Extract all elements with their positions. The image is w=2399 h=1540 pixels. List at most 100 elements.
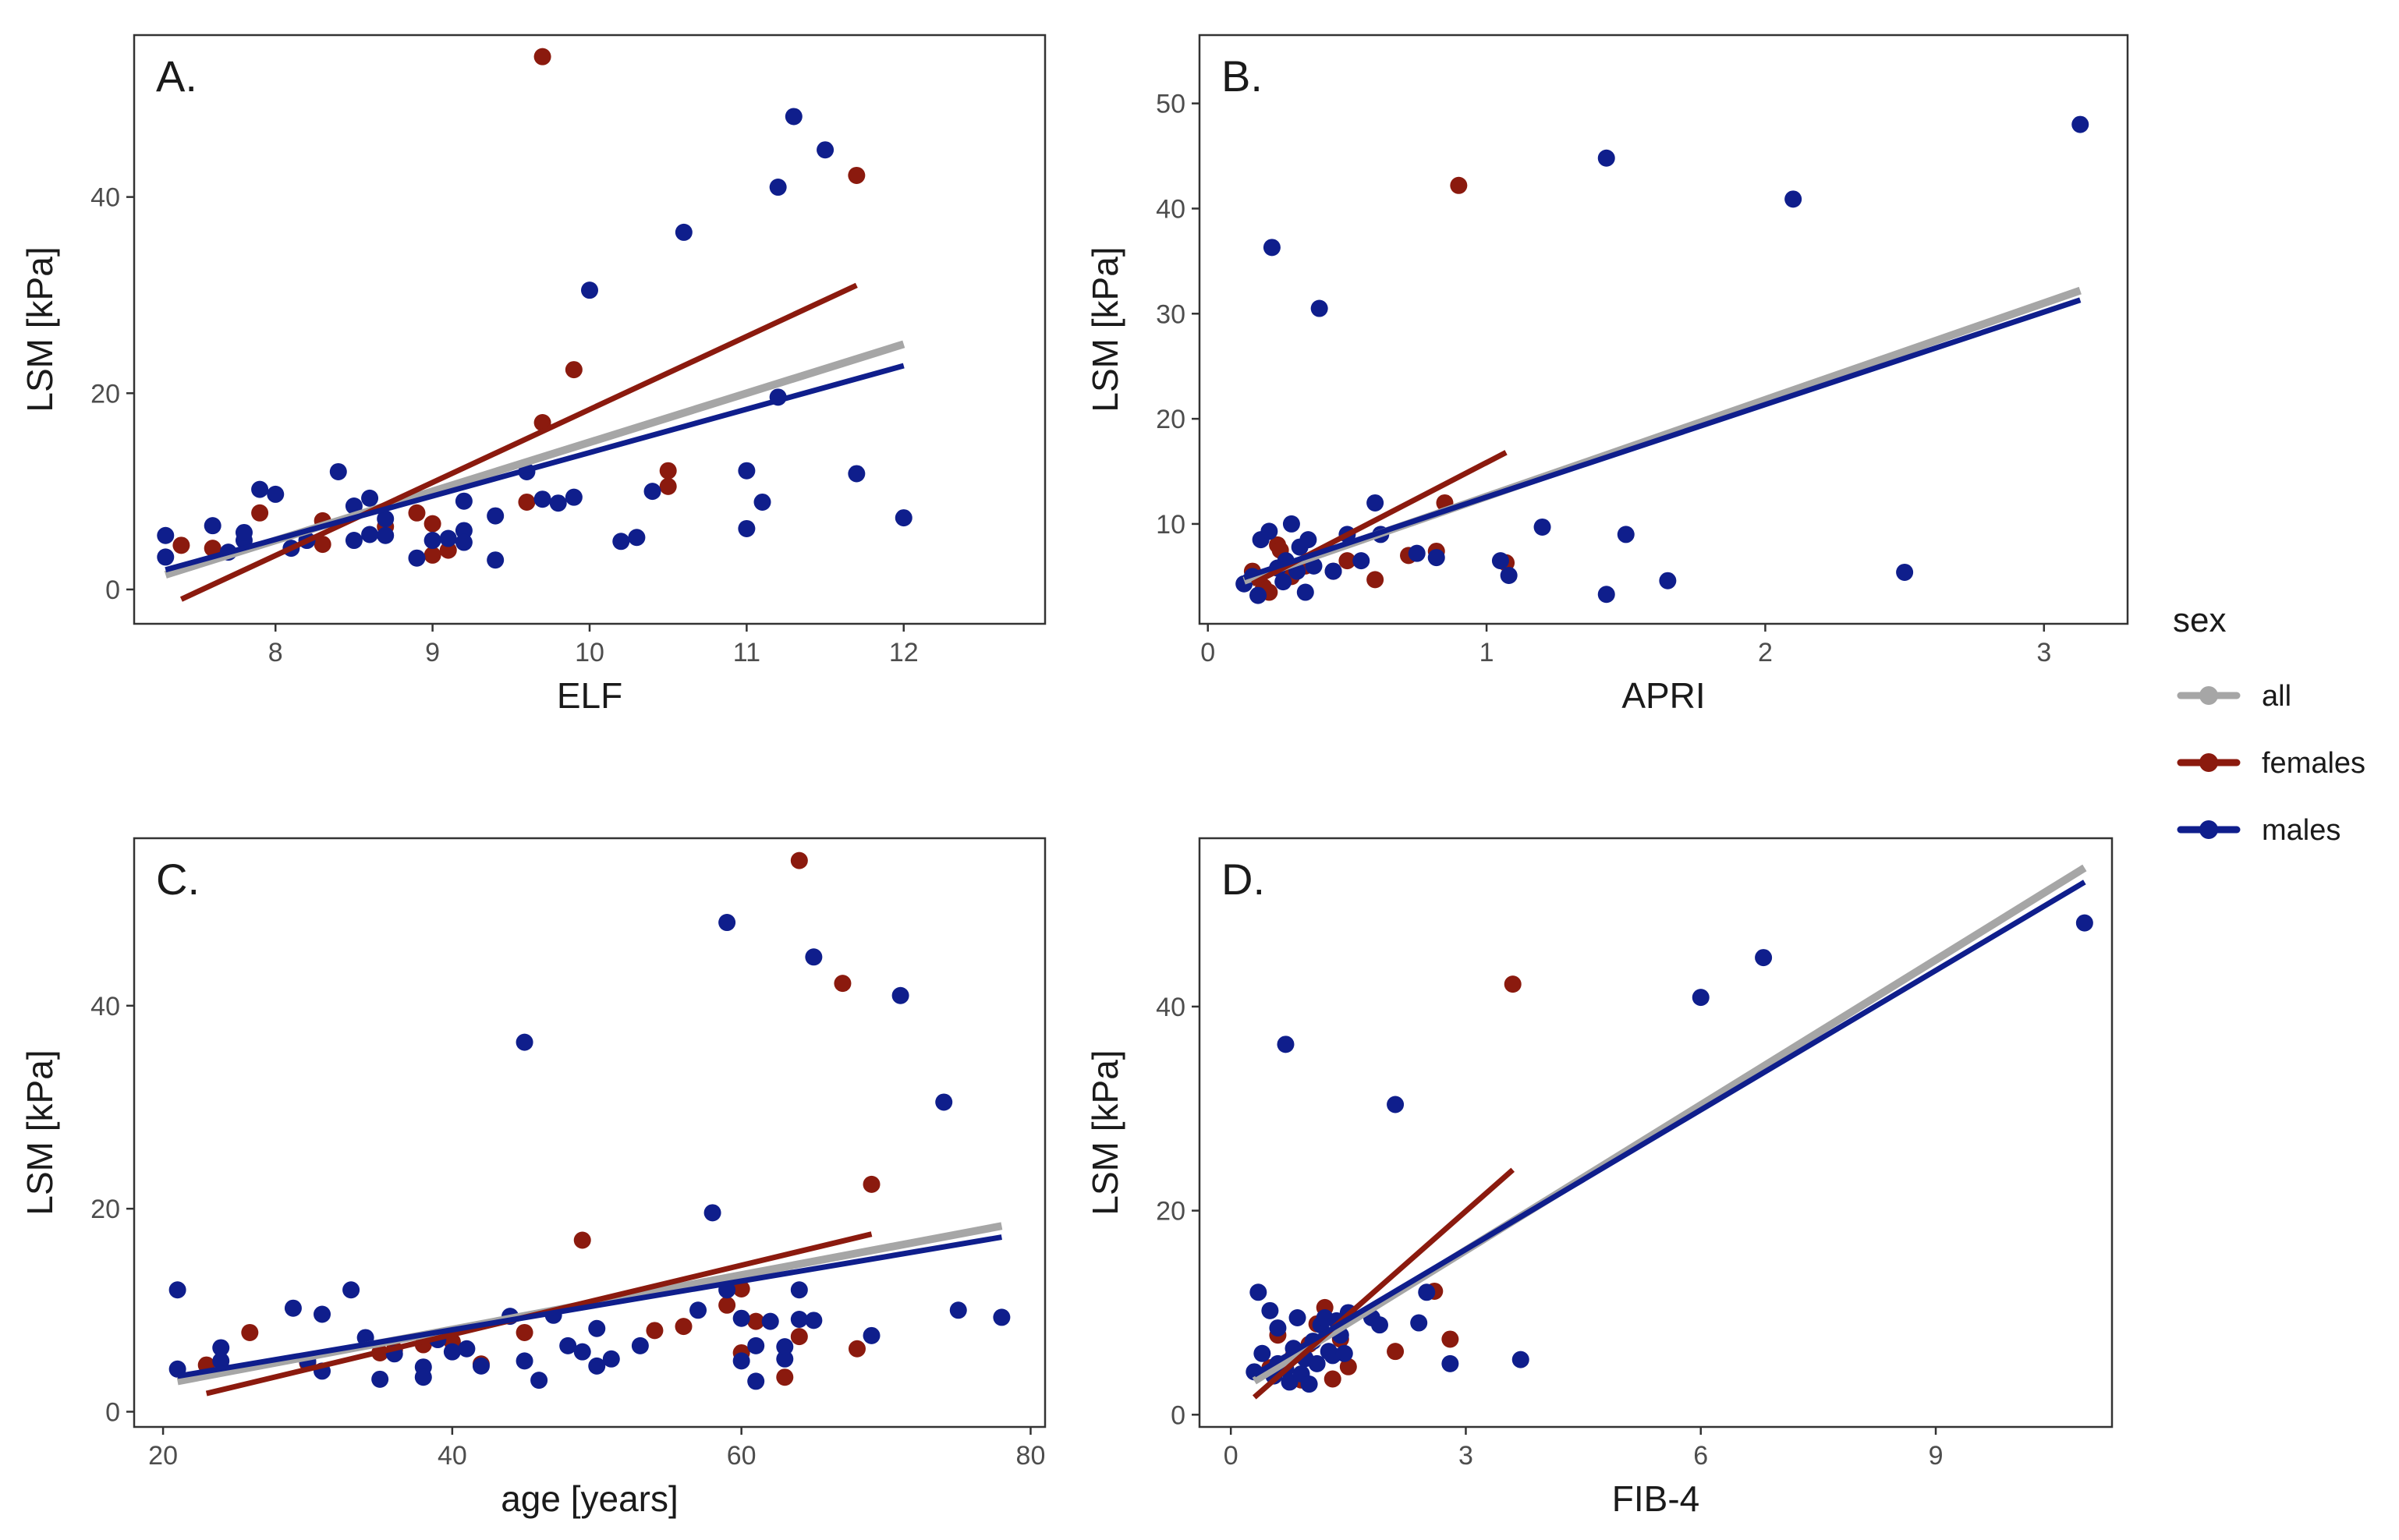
data-point-males <box>848 465 866 483</box>
data-point-males <box>1260 522 1278 540</box>
panel-b: 0 1 2 3 10 20 30 40 50 APRI LSM [kPa] B. <box>1085 34 2129 716</box>
y-tick-label: 0 <box>105 1397 120 1427</box>
data-point-males <box>1261 1301 1279 1319</box>
data-point-males <box>1597 149 1615 167</box>
x-tick-label: 9 <box>425 638 440 667</box>
data-point-males <box>1617 526 1635 543</box>
data-point-females <box>790 1328 808 1346</box>
data-point-males <box>1335 1344 1353 1362</box>
y-axis-title: LSM [kPa] <box>1085 1050 1125 1215</box>
data-point-males <box>314 1305 331 1323</box>
x-tick-label: 80 <box>1016 1441 1046 1471</box>
data-point-males <box>1249 586 1267 604</box>
y-tick-label: 10 <box>1156 510 1185 540</box>
data-point-males <box>1511 1351 1529 1368</box>
data-point-females <box>747 1312 765 1330</box>
data-point-males <box>1500 566 1518 584</box>
data-point-males <box>455 492 473 510</box>
data-point-males <box>1277 1036 1295 1053</box>
data-point-males <box>588 1319 606 1337</box>
y-tick-label: 20 <box>90 1195 120 1224</box>
panel-tag: A. <box>156 51 197 101</box>
legend-title: sex <box>2173 601 2226 639</box>
data-point-females <box>516 1323 533 1341</box>
data-point-males <box>377 510 395 528</box>
data-point-males <box>891 986 909 1004</box>
data-point-males <box>1352 552 1370 570</box>
data-point-males <box>612 533 630 551</box>
legend-label-all: all <box>2262 680 2291 713</box>
data-point-males <box>1370 1316 1388 1334</box>
data-point-males <box>533 490 551 508</box>
x-tick-label: 20 <box>148 1441 178 1471</box>
data-point-males <box>408 549 426 567</box>
x-axis-title: ELF <box>557 675 622 716</box>
data-point-males <box>345 497 363 515</box>
data-point-females <box>439 541 457 559</box>
data-point-males <box>790 1311 808 1329</box>
data-point-males <box>1692 989 1710 1007</box>
y-tick-label: 40 <box>1156 993 1185 1022</box>
data-point-males <box>703 1204 721 1222</box>
fit-line-females <box>1252 1167 1515 1400</box>
data-point-males <box>251 480 269 498</box>
panel-tag: D. <box>1221 855 1265 904</box>
x-axis-title: age [years] <box>501 1478 679 1519</box>
data-point-females <box>533 48 551 65</box>
x-tick-label: 10 <box>575 638 604 667</box>
panel-tag: B. <box>1221 51 1263 101</box>
legend-item-males: males <box>2177 814 2341 847</box>
fit-line-males <box>165 363 905 573</box>
data-point-females <box>251 504 269 522</box>
data-point-females <box>314 536 331 554</box>
data-point-males <box>1387 1096 1405 1113</box>
y-tick-label: 0 <box>105 575 120 605</box>
data-point-males <box>689 1301 707 1319</box>
data-point-males <box>776 1350 794 1368</box>
data-point-males <box>1597 586 1615 604</box>
legend-key-point <box>2199 686 2218 705</box>
x-tick-label: 6 <box>1693 1441 1708 1471</box>
data-point-females <box>646 1322 664 1340</box>
data-point-males <box>1784 190 1802 208</box>
legend: sex all females males <box>2173 601 2365 847</box>
data-point-males <box>2071 115 2089 133</box>
data-point-males <box>1896 563 1914 581</box>
data-point-females <box>1366 571 1384 589</box>
data-point-males <box>643 483 661 501</box>
data-point-males <box>1418 1283 1436 1301</box>
data-point-males <box>732 1309 750 1327</box>
fit-line-males <box>1253 880 2086 1378</box>
data-point-males <box>588 1357 606 1375</box>
data-point-males <box>559 1336 577 1354</box>
data-point-females <box>834 975 852 993</box>
data-point-males <box>168 1281 186 1299</box>
y-tick-label: 20 <box>1156 1197 1185 1227</box>
data-point-males <box>1249 1283 1267 1301</box>
data-point-males <box>732 1352 750 1370</box>
panel-c: 20 40 60 80 0 20 40 age [years] LSM [kPa] C. <box>19 837 1047 1519</box>
data-point-males <box>1408 544 1426 562</box>
fit-line-males <box>177 1234 1002 1379</box>
data-point-males <box>776 1338 794 1356</box>
y-axis-title: LSM [kPa] <box>1085 246 1125 412</box>
data-point-males <box>1288 1308 1306 1326</box>
data-point-males <box>993 1308 1011 1326</box>
data-point-males <box>443 1343 461 1361</box>
x-tick-label: 1 <box>1479 638 1494 667</box>
data-point-males <box>895 509 912 527</box>
data-point-males <box>1366 494 1384 512</box>
x-tick-label: 11 <box>733 638 760 667</box>
x-tick-label: 0 <box>1224 1441 1238 1471</box>
data-point-males <box>1659 572 1677 589</box>
data-point-males <box>414 1368 432 1386</box>
data-point-males <box>235 523 253 541</box>
data-point-males <box>472 1357 490 1375</box>
data-point-males <box>267 485 285 503</box>
data-point-males <box>628 529 646 547</box>
data-point-females <box>790 851 808 869</box>
data-point-males <box>785 108 803 126</box>
data-point-males <box>675 223 693 241</box>
data-point-females <box>863 1175 881 1193</box>
